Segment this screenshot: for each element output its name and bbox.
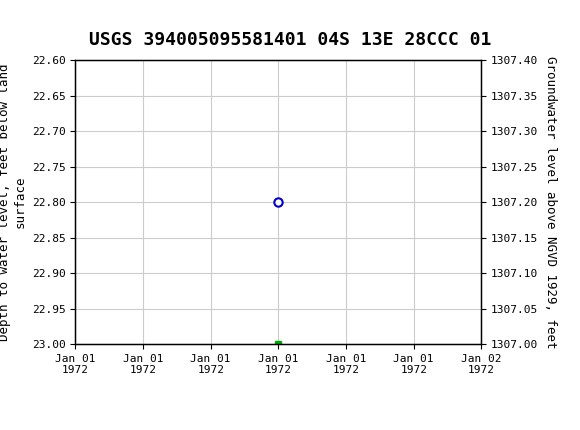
Text: USGS 394005095581401 04S 13E 28CCC 01: USGS 394005095581401 04S 13E 28CCC 01 bbox=[89, 31, 491, 49]
Legend: Period of approved data: Period of approved data bbox=[184, 428, 373, 430]
Y-axis label: Groundwater level above NGVD 1929, feet: Groundwater level above NGVD 1929, feet bbox=[544, 56, 557, 348]
Text: ≡USGS: ≡USGS bbox=[9, 10, 79, 28]
Y-axis label: Depth to water level, feet below land
surface: Depth to water level, feet below land su… bbox=[0, 63, 26, 341]
FancyBboxPatch shape bbox=[6, 4, 46, 35]
